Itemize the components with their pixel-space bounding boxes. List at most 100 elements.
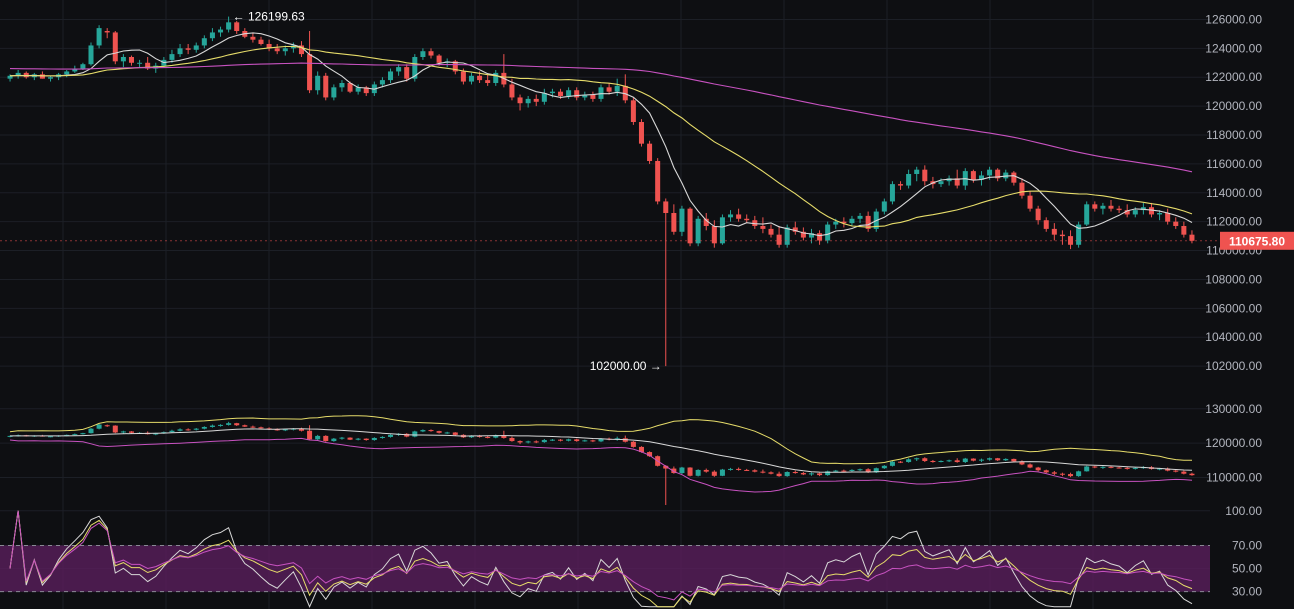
boll-candle[interactable] <box>1165 468 1171 471</box>
boll-candle[interactable] <box>922 458 928 461</box>
price-candle[interactable] <box>509 84 515 98</box>
price-candle[interactable] <box>728 214 734 218</box>
price-candle[interactable] <box>525 98 531 104</box>
boll-candle[interactable] <box>549 439 555 441</box>
boll-candle[interactable] <box>1011 458 1017 462</box>
price-candle[interactable] <box>1076 224 1082 245</box>
boll-candle[interactable] <box>282 429 288 431</box>
boll-candle[interactable] <box>978 459 984 461</box>
boll-candle[interactable] <box>995 458 1001 461</box>
boll-candle[interactable] <box>873 468 879 473</box>
price-candle[interactable] <box>1181 226 1187 235</box>
bollinger-panel[interactable] <box>7 415 1195 505</box>
price-candle[interactable] <box>274 48 280 52</box>
price-candle[interactable] <box>849 218 855 224</box>
price-candle[interactable] <box>1019 182 1025 196</box>
boll-candle[interactable] <box>226 423 232 425</box>
price-candle[interactable] <box>436 55 442 63</box>
price-candle[interactable] <box>218 29 224 33</box>
price-candle[interactable] <box>808 233 814 238</box>
boll-candle[interactable] <box>128 431 134 433</box>
boll-candle[interactable] <box>48 436 54 438</box>
price-candle[interactable] <box>817 233 823 241</box>
price-candle[interactable] <box>39 74 45 79</box>
boll-candle[interactable] <box>420 430 426 432</box>
price-candle[interactable] <box>64 71 70 75</box>
boll-candle[interactable] <box>104 425 110 427</box>
price-candle[interactable] <box>841 221 847 224</box>
boll-candle[interactable] <box>881 465 887 469</box>
boll-candle[interactable] <box>477 435 483 437</box>
price-candle[interactable] <box>736 214 742 219</box>
price-candle[interactable] <box>784 227 790 245</box>
boll-candle[interactable] <box>218 424 224 426</box>
price-candle[interactable] <box>833 221 839 225</box>
price-candle[interactable] <box>760 226 766 229</box>
price-candle[interactable] <box>485 80 491 83</box>
boll-candle[interactable] <box>792 472 798 474</box>
price-candle[interactable] <box>145 62 151 69</box>
boll-candle[interactable] <box>379 436 385 438</box>
boll-candle[interactable] <box>1084 466 1090 472</box>
price-candle[interactable] <box>582 94 588 98</box>
price-candle[interactable] <box>137 62 143 64</box>
price-candle[interactable] <box>1148 207 1154 215</box>
boll-candle[interactable] <box>1019 461 1025 465</box>
boll-candle[interactable] <box>736 468 742 470</box>
price-candle[interactable] <box>1092 204 1098 209</box>
boll-candle[interactable] <box>598 438 604 442</box>
boll-candle[interactable] <box>558 439 564 441</box>
boll-candle[interactable] <box>703 469 709 472</box>
boll-candle[interactable] <box>7 435 13 437</box>
price-candle[interactable] <box>614 85 620 92</box>
price-candle[interactable] <box>719 217 725 244</box>
price-candle[interactable] <box>48 77 54 79</box>
boll-candle[interactable] <box>1157 468 1163 470</box>
price-candle[interactable] <box>1165 213 1171 222</box>
boll-candle[interactable] <box>153 433 159 435</box>
boll-candle[interactable] <box>412 431 418 437</box>
boll-candle[interactable] <box>760 471 766 473</box>
boll-candle[interactable] <box>687 467 693 476</box>
price-candle[interactable] <box>687 208 693 244</box>
price-axis[interactable]: 126000.00 124000.00 122000.00 120000.00 1180… <box>0 12 1294 599</box>
price-candle[interactable] <box>323 75 329 98</box>
price-candle[interactable] <box>347 83 353 92</box>
price-candle[interactable] <box>307 54 313 91</box>
boll-candle[interactable] <box>1051 472 1057 474</box>
price-candle[interactable] <box>566 90 572 96</box>
boll-candle[interactable] <box>444 432 450 434</box>
boll-candle[interactable] <box>865 469 871 473</box>
boll-candle[interactable] <box>898 461 904 463</box>
last-price-tag[interactable] <box>1220 231 1294 250</box>
boll-candle[interactable] <box>525 441 531 443</box>
price-candle[interactable] <box>1116 208 1122 211</box>
price-candle[interactable] <box>914 169 920 174</box>
boll-candle[interactable] <box>889 461 895 466</box>
price-candle[interactable] <box>970 171 976 180</box>
boll-candle[interactable] <box>307 430 313 440</box>
boll-candle[interactable] <box>185 429 191 431</box>
boll-candle[interactable] <box>250 426 256 428</box>
price-candle[interactable] <box>622 85 628 101</box>
boll-candle[interactable] <box>493 435 499 438</box>
boll-candle[interactable] <box>833 470 839 472</box>
boll-candle[interactable] <box>679 467 685 474</box>
price-candle[interactable] <box>1027 195 1033 209</box>
boll-candle[interactable] <box>274 429 280 431</box>
price-candle[interactable] <box>574 90 580 98</box>
boll-candle[interactable] <box>468 435 474 438</box>
price-candle[interactable] <box>493 72 499 83</box>
price-candle[interactable] <box>703 218 709 226</box>
boll-candle[interactable] <box>80 433 86 435</box>
boll-candle[interactable] <box>574 439 580 442</box>
price-candle[interactable] <box>776 234 782 245</box>
price-candle[interactable] <box>379 80 385 85</box>
price-candle[interactable] <box>606 87 612 92</box>
price-candle[interactable] <box>898 184 904 186</box>
boll-candle[interactable] <box>355 438 361 440</box>
price-candle[interactable] <box>258 39 264 44</box>
price-candle[interactable] <box>987 169 993 176</box>
boll-candle[interactable] <box>331 438 337 442</box>
price-candle[interactable] <box>1140 207 1146 211</box>
